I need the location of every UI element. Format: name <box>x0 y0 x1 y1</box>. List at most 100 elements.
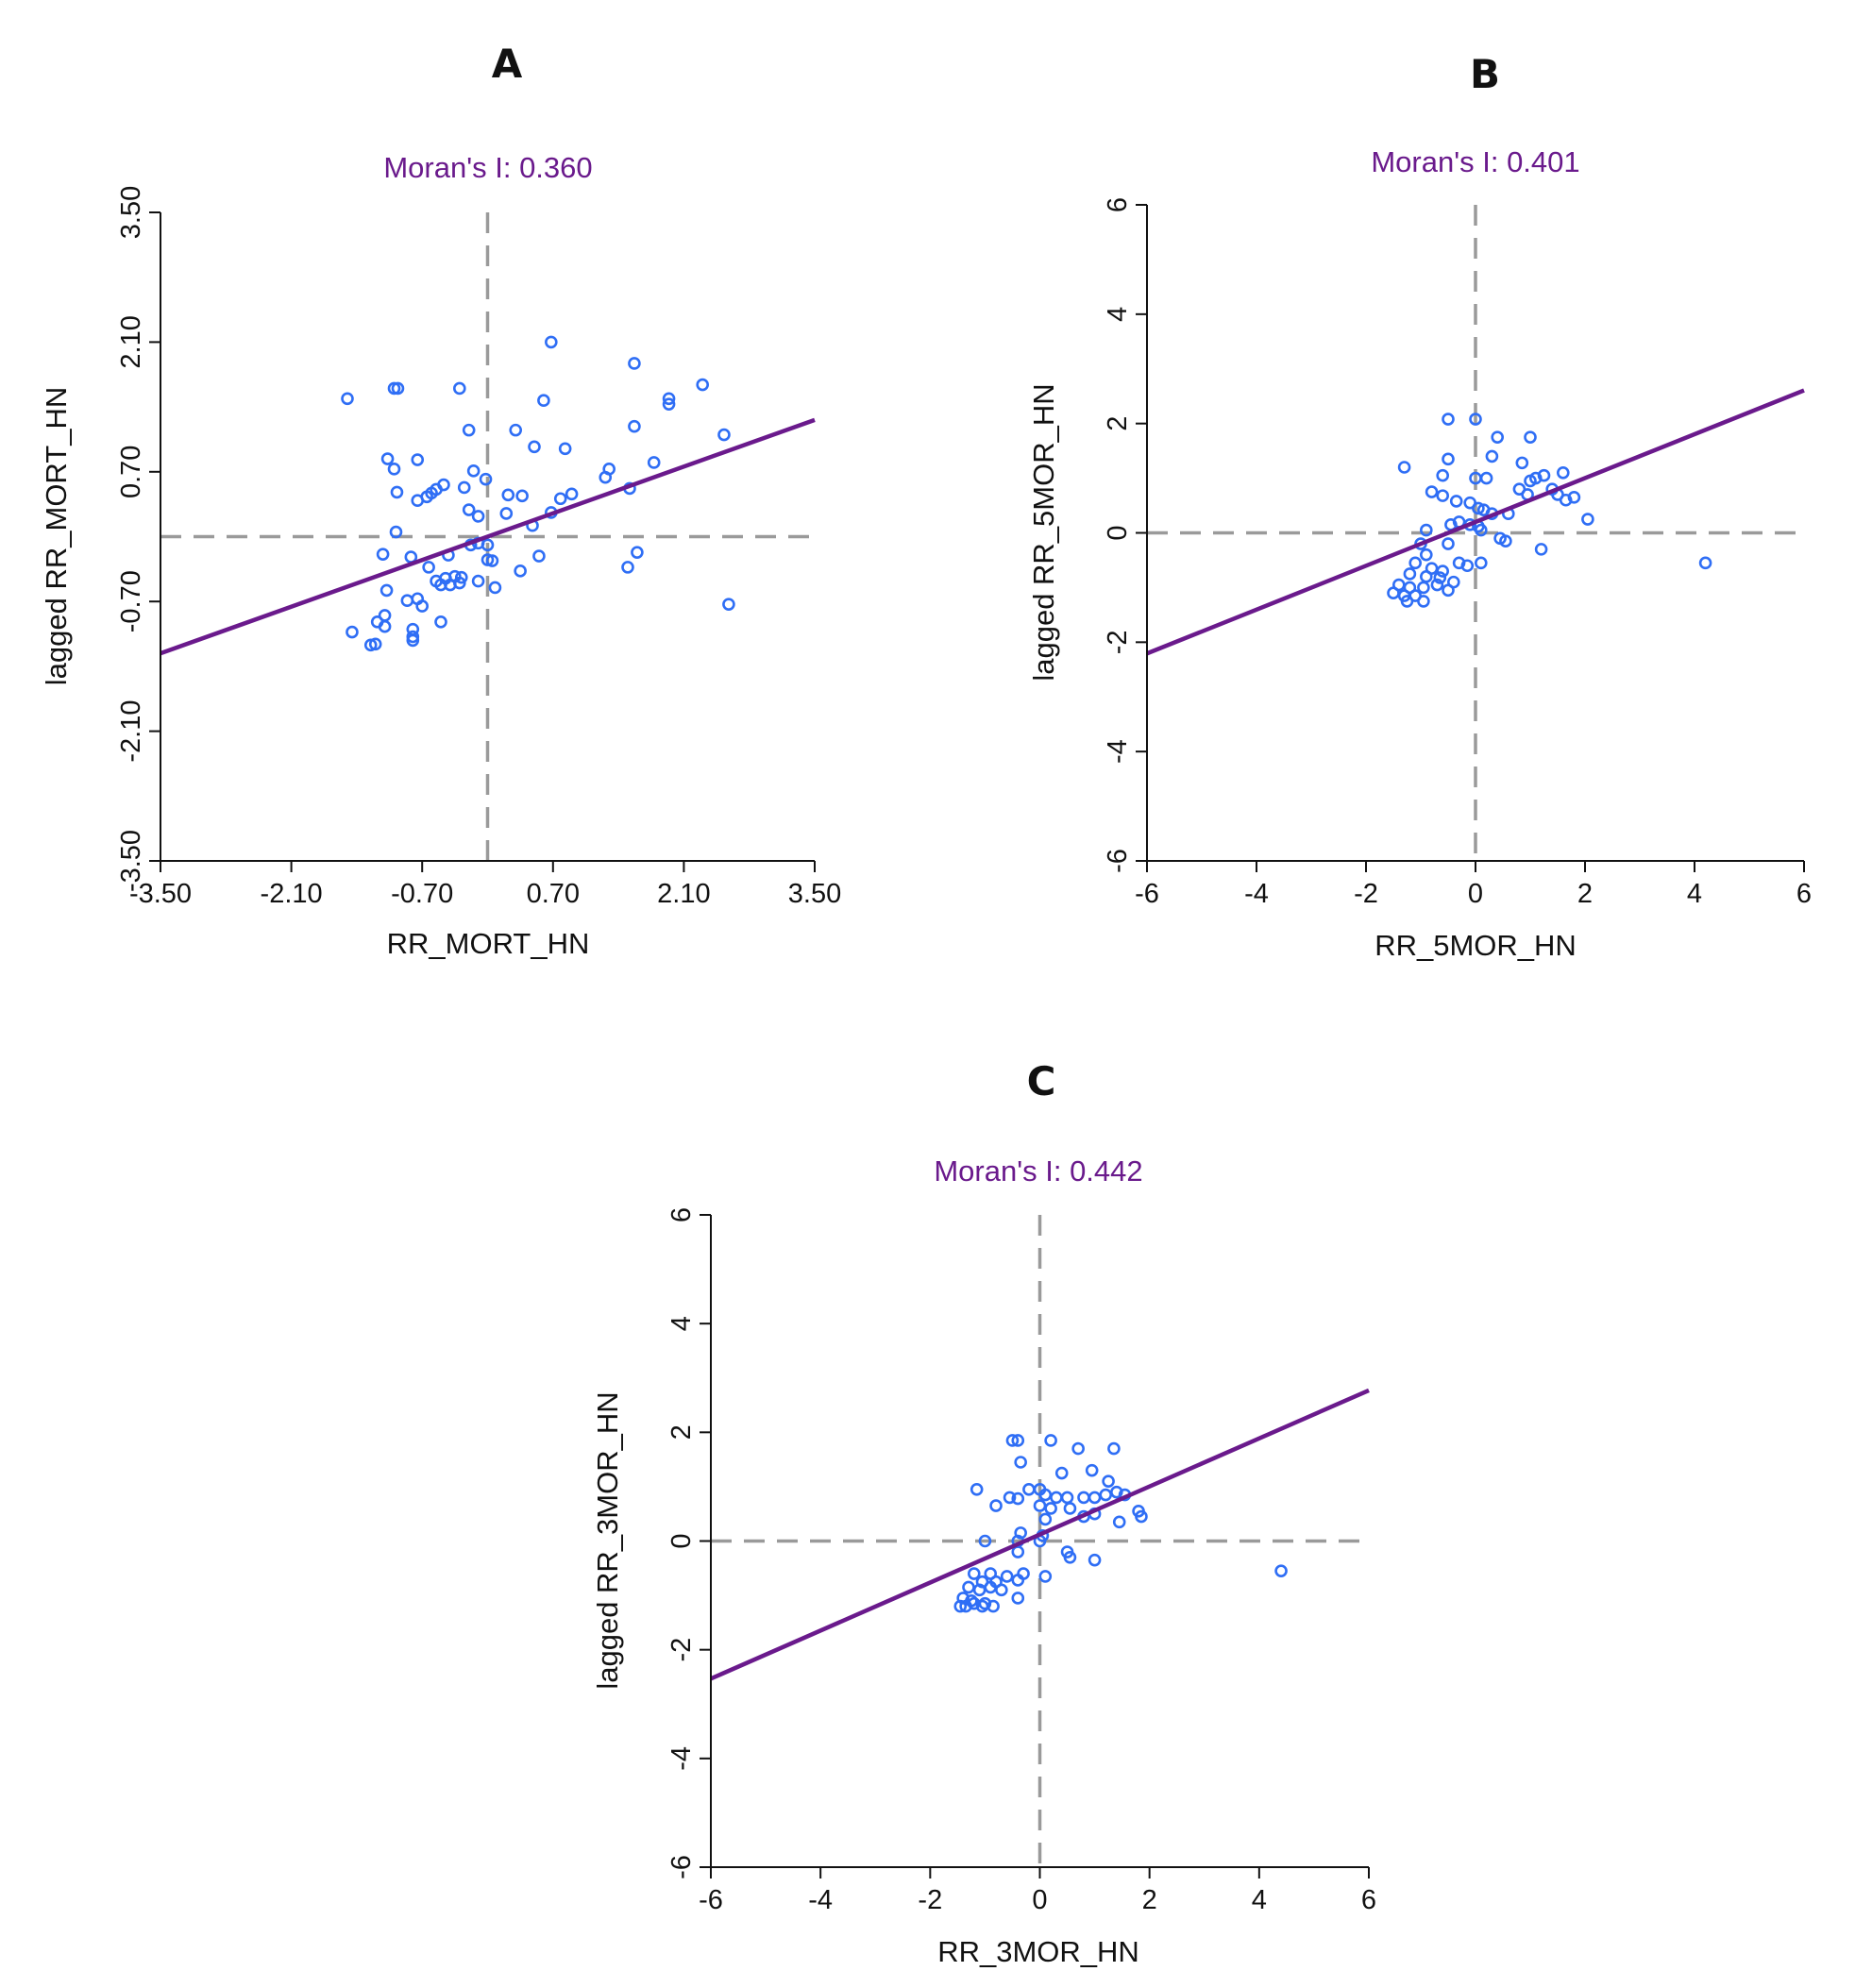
panel-b-data-point <box>1442 583 1455 598</box>
panel-a-data-point <box>454 570 468 584</box>
panel-c-x-ticks: -6 -4 -2 0 2 4 6 <box>699 1867 1376 1915</box>
panel-b-y-tick-label: 2 <box>1103 416 1133 431</box>
panel-b-data-point <box>1515 456 1529 470</box>
panel-a-x-tick-label: -2.10 <box>261 879 323 909</box>
panel-b-plot: -6 -4 -2 0 2 4 6 -6 -4 -2 0 2 4 6 <box>1103 197 1812 909</box>
panel-a-points <box>341 335 735 652</box>
panel-b-data-point <box>1425 485 1439 498</box>
panel-c-y-ticks: -6 -4 -2 0 2 4 6 <box>666 1207 711 1879</box>
panel-a-data-point <box>509 423 523 437</box>
panel-c-data-point <box>1011 1434 1025 1447</box>
panel-c-x-tick-label: -2 <box>918 1885 942 1915</box>
panel-b-data-point <box>1698 556 1712 570</box>
panel-c-data-point <box>1102 1474 1115 1488</box>
panel-a-x-ticks: -3.50 -2.10 -0.70 0.70 2.10 3.50 <box>129 861 841 909</box>
panel-b-data-point <box>1499 534 1512 548</box>
panel-b-data-point <box>1417 581 1430 595</box>
panel-c-x-tick-label: 2 <box>1142 1885 1157 1915</box>
panel-a-y-tick-label: 0.70 <box>116 446 146 498</box>
panel-c-data-point <box>1135 1509 1148 1524</box>
panel-c-regression-line <box>710 1388 1370 1681</box>
panel-a-data-point <box>400 594 414 608</box>
panel-a-data-point <box>501 488 515 502</box>
panel-c-data-point <box>1011 1491 1025 1506</box>
panel-a-data-point <box>528 440 541 454</box>
panel-a-y-tick-label: -3.50 <box>116 830 146 892</box>
panel-b: B Moran's I: 0.401 -6 -4 -2 0 2 4 6 -6 -4 -2 0 2 4 6… <box>1027 51 1812 962</box>
panel-b-data-point <box>1479 471 1493 485</box>
panel-a-x-axis-label: RR_MORT_HN <box>387 927 590 960</box>
panel-a-data-point <box>558 442 572 456</box>
panel-b-data-point <box>1420 548 1433 562</box>
panel-b-moran-title: Moran's I: 0.401 <box>1371 145 1579 178</box>
panel-b-y-tick-label: -4 <box>1103 739 1133 764</box>
panel-a-data-point <box>481 538 495 552</box>
panel-a-data-point <box>631 546 644 559</box>
panel-b-x-tick-label: 2 <box>1577 879 1593 909</box>
panel-c-data-point <box>1077 1491 1090 1505</box>
panel-a-data-point <box>462 423 476 437</box>
panel-c-data-point <box>1050 1491 1063 1505</box>
panel-b-data-point <box>1449 495 1463 508</box>
panel-b-data-point <box>1472 501 1485 515</box>
panel-a-data-point <box>363 638 378 652</box>
panel-b-data-point <box>1436 468 1449 482</box>
panel-c-data-point <box>1063 1550 1077 1564</box>
panel-b-data-point <box>1436 489 1449 502</box>
panel-b-y-tick-label: 4 <box>1103 307 1133 322</box>
panel-a-y-tick-label: -2.10 <box>116 700 146 763</box>
panel-a-data-point <box>390 485 404 499</box>
panel-a-data-point <box>434 578 447 592</box>
panel-b-data-point <box>1534 543 1548 556</box>
panel-a-data-point <box>545 335 558 349</box>
panel-b-x-tick-label: -4 <box>1244 879 1269 909</box>
panel-b-data-point <box>1433 571 1447 584</box>
panel-a-data-point <box>621 561 634 574</box>
panel-b-data-point <box>1387 586 1400 600</box>
panel-a-data-point <box>341 392 354 406</box>
panel-a-data-point <box>389 525 403 539</box>
panel-a-data-point <box>391 381 405 396</box>
panel-a-data-point <box>376 548 390 561</box>
panel-c-data-point <box>1071 1441 1085 1456</box>
panel-c-data-point <box>1033 1499 1047 1512</box>
panel-c-x-tick-label: 6 <box>1361 1885 1376 1915</box>
panel-a-data-point <box>662 392 676 406</box>
panel-b-x-tick-label: -2 <box>1354 879 1378 909</box>
panel-c-data-point <box>1088 1553 1102 1567</box>
panel-b-data-point <box>1469 413 1482 426</box>
panel-c-data-point <box>962 1580 975 1594</box>
panel-a-x-tick-label: 2.10 <box>657 879 710 909</box>
panel-a-data-point <box>422 561 435 574</box>
panel-b-data-point <box>1442 413 1455 426</box>
panel-c-data-point <box>989 1499 1003 1512</box>
panel-c-y-axis-label: lagged RR_3MOR_HN <box>591 1391 624 1689</box>
panel-b-data-point <box>1403 567 1417 581</box>
panel-b-data-point <box>1442 452 1455 466</box>
panel-a-data-point <box>457 480 471 495</box>
panel-a-data-point <box>452 381 466 396</box>
panel-a-data-point <box>379 583 394 598</box>
panel-a-data-point <box>406 633 420 648</box>
panel-a-data-point <box>466 464 481 478</box>
panel-c-data-point <box>1003 1491 1017 1505</box>
panel-c-data-point <box>1112 1515 1126 1529</box>
panel-c-data-point <box>1044 1434 1057 1447</box>
panel-a-data-point <box>553 492 567 506</box>
panel-b-x-tick-label: 6 <box>1796 879 1812 909</box>
panel-a-data-point <box>537 394 550 408</box>
panel-b-data-point <box>1436 564 1449 578</box>
panel-c-data-point <box>995 1583 1008 1597</box>
panel-b-data-point <box>1420 523 1433 537</box>
panel-b-data-point <box>1524 430 1537 444</box>
panel-c-data-point <box>953 1599 968 1613</box>
panel-c-data-point <box>1274 1564 1288 1577</box>
panel-b-data-point <box>1430 578 1444 592</box>
panel-b-data-point <box>1567 491 1581 504</box>
panel-b-data-point <box>1491 430 1504 444</box>
panel-b-y-ticks: -6 -4 -2 0 2 4 6 <box>1103 197 1147 873</box>
panel-a-data-point <box>346 625 359 639</box>
panel-c-data-point <box>1063 1502 1077 1515</box>
panel-c-data-point <box>1005 1434 1020 1447</box>
